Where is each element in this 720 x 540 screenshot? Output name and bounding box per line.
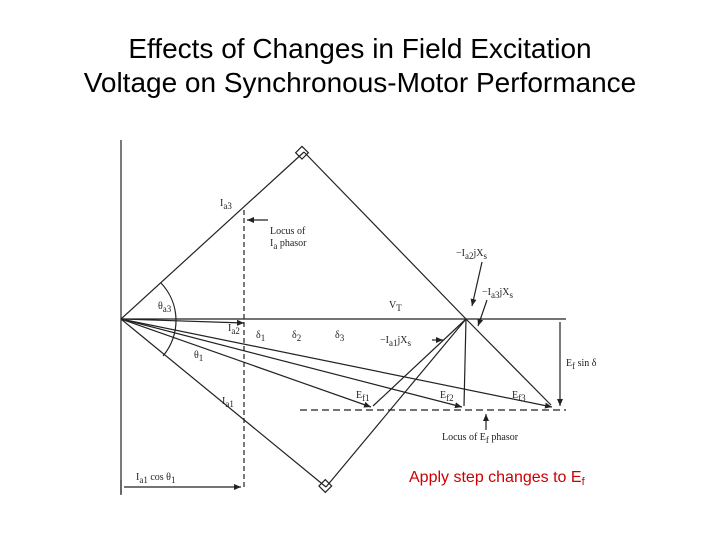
ia2jxs-label: −Ia2jXs	[456, 248, 487, 261]
slide-title: Effects of Changes in Field Excitation V…	[0, 32, 720, 100]
ia2-drop-line	[463, 318, 467, 407]
title-line-1: Effects of Changes in Field Excitation	[128, 33, 592, 64]
delta1-label: δ1	[256, 330, 265, 343]
step-change-note-subscript: f	[581, 476, 585, 488]
upper-right-angle-mark	[294, 145, 310, 160]
upper-right-line	[303, 151, 467, 320]
ia3-phasor-line	[120, 151, 305, 320]
ef3-phasor-line	[120, 318, 553, 409]
ef-sin-delta-label: Ef sin δ	[566, 358, 597, 371]
theta1-label: θ1	[194, 350, 203, 363]
ef3-label: Ef3	[512, 390, 526, 403]
ia1-drop-line	[372, 318, 467, 407]
ia3jxs-label: −Ia3jXs	[482, 287, 513, 300]
ef1-label: Ef1	[356, 390, 370, 403]
lower-right-angle-mark	[318, 478, 333, 494]
ef1-phasor-line	[120, 318, 372, 408]
theta3-arc	[160, 282, 177, 320]
vt-label: VT	[389, 300, 402, 313]
delta2-label: δ2	[292, 330, 301, 343]
theta1-arc	[162, 318, 177, 357]
ia1-label: Ia1	[222, 396, 234, 409]
ia1jxs-label: −Ia1jXs	[380, 335, 411, 348]
step-change-note-text: Apply step changes to E	[409, 469, 582, 486]
ef-locus-label: Locus of Ef phasor	[442, 432, 519, 445]
ia3-label: Ia3	[220, 198, 232, 211]
ef2-phasor-line	[120, 318, 463, 409]
theta3-label: θa3	[158, 301, 172, 314]
step-change-note: Apply step changes to Ef	[409, 469, 585, 488]
ia-locus-label-line1: Locus of	[270, 226, 306, 237]
ia1-phasor-line	[120, 318, 327, 488]
ia-locus-label-line2: Ia phasor	[270, 238, 307, 251]
ia2-label: Ia2	[228, 323, 240, 336]
ef2-label: Ef2	[440, 390, 454, 403]
delta3-label: δ3	[335, 330, 345, 343]
ia2jxs-pointer	[470, 261, 483, 307]
ia3jxs-pointer	[477, 299, 488, 327]
ia2-phasor-line	[120, 318, 245, 326]
lower-right-line	[325, 318, 467, 488]
ia3-drop-line	[465, 318, 552, 406]
title-line-2: Voltage on Synchronous-Motor Performance	[83, 67, 637, 98]
ia1-cos-label: Ia1 cos θ1	[136, 472, 175, 485]
